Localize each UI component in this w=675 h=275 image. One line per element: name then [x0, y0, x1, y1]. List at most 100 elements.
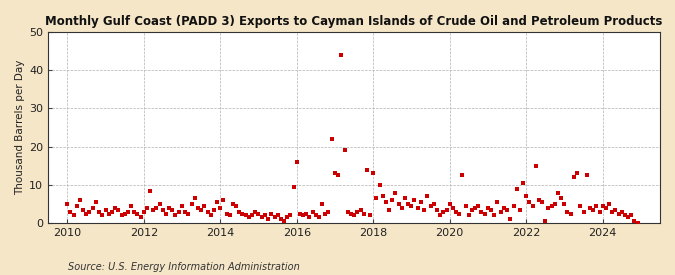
Point	[323, 210, 334, 214]
Point	[556, 196, 567, 200]
Point	[626, 213, 637, 218]
Point	[170, 213, 181, 218]
Point	[279, 219, 290, 223]
Point	[581, 173, 592, 178]
Point	[234, 210, 245, 214]
Point	[381, 200, 392, 204]
Point	[546, 204, 557, 208]
Point	[572, 171, 583, 176]
Point	[531, 164, 541, 168]
Point	[221, 211, 232, 216]
Point	[451, 210, 462, 214]
Point	[183, 211, 194, 216]
Point	[520, 194, 531, 199]
Point	[473, 204, 484, 208]
Point	[431, 208, 442, 212]
Point	[464, 213, 475, 218]
Point	[227, 202, 238, 206]
Point	[107, 210, 117, 214]
Point	[189, 196, 200, 200]
Point	[97, 213, 108, 218]
Point	[603, 202, 614, 206]
Point	[310, 213, 321, 218]
Point	[126, 204, 136, 208]
Point	[632, 221, 643, 225]
Text: Source: U.S. Energy Information Administration: Source: U.S. Energy Information Administ…	[68, 262, 299, 272]
Point	[266, 211, 277, 216]
Point	[375, 183, 385, 187]
Point	[425, 204, 436, 208]
Point	[616, 210, 627, 214]
Point	[161, 211, 171, 216]
Point	[103, 211, 114, 216]
Point	[623, 215, 634, 220]
Point	[562, 210, 573, 214]
Point	[566, 211, 576, 216]
Point	[527, 204, 538, 208]
Point	[205, 213, 216, 218]
Point	[260, 213, 271, 218]
Point	[559, 202, 570, 206]
Point	[336, 53, 347, 57]
Point	[281, 215, 292, 220]
Point	[466, 208, 477, 212]
Point	[394, 202, 404, 206]
Point	[65, 210, 76, 214]
Point	[78, 208, 88, 212]
Point	[543, 206, 554, 210]
Point	[591, 204, 601, 208]
Point	[215, 206, 225, 210]
Point	[585, 206, 595, 210]
Point	[508, 204, 519, 208]
Point	[435, 213, 446, 218]
Point	[74, 198, 85, 202]
Point	[186, 202, 197, 206]
Point	[68, 213, 79, 218]
Point	[177, 204, 188, 208]
Point	[212, 200, 223, 204]
Point	[256, 215, 267, 220]
Point	[301, 211, 312, 216]
Point	[196, 208, 207, 212]
Point	[307, 210, 318, 214]
Point	[505, 217, 516, 222]
Point	[88, 206, 99, 210]
Point	[180, 210, 190, 214]
Point	[138, 210, 149, 214]
Y-axis label: Thousand Barrels per Day: Thousand Barrels per Day	[15, 60, 25, 195]
Point	[620, 213, 630, 218]
Point	[304, 215, 315, 220]
Point	[607, 210, 618, 214]
Point	[317, 202, 328, 206]
Point	[597, 204, 608, 208]
Point	[448, 206, 458, 210]
Point	[151, 206, 162, 210]
Point	[202, 210, 213, 214]
Point	[246, 213, 257, 218]
Point	[549, 202, 560, 206]
Point	[460, 204, 471, 208]
Title: Monthly Gulf Coast (PADD 3) Exports to Cayman Islands of Crude Oil and Petroleum: Monthly Gulf Coast (PADD 3) Exports to C…	[45, 15, 663, 28]
Point	[288, 185, 299, 189]
Point	[263, 217, 273, 222]
Point	[122, 210, 133, 214]
Point	[116, 213, 127, 218]
Point	[272, 213, 283, 218]
Point	[72, 204, 82, 208]
Point	[390, 190, 401, 195]
Point	[145, 188, 156, 193]
Point	[438, 210, 449, 214]
Point	[155, 202, 165, 206]
Point	[364, 213, 375, 218]
Point	[94, 210, 105, 214]
Point	[240, 213, 251, 218]
Point	[371, 196, 381, 200]
Point	[355, 208, 366, 212]
Point	[224, 213, 235, 218]
Point	[209, 208, 219, 212]
Point	[157, 208, 168, 212]
Point	[292, 160, 302, 164]
Point	[358, 211, 369, 216]
Point	[250, 210, 261, 214]
Point	[492, 200, 503, 204]
